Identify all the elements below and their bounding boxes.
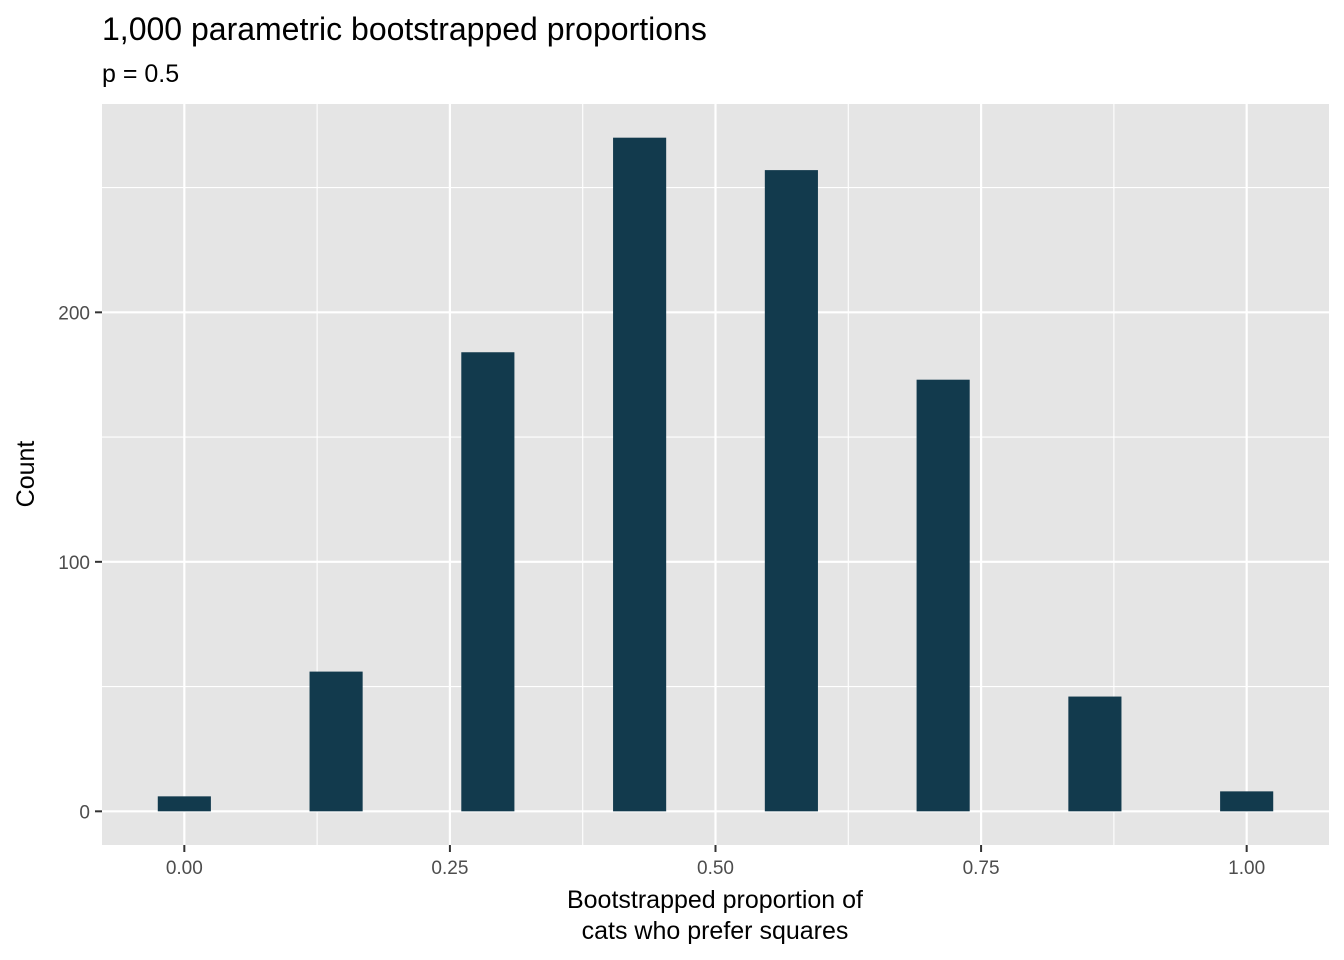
y-tick-label: 100 <box>58 553 90 574</box>
x-tick-label: 0.25 <box>431 858 468 879</box>
y-tick-label: 200 <box>58 303 90 324</box>
bar <box>613 137 667 812</box>
x-tick-label: 0.75 <box>963 858 1000 879</box>
x-axis-title-line-1: Bootstrapped proportion of <box>567 886 863 914</box>
bar <box>461 352 515 812</box>
x-axis-title-line-2: cats who prefer squares <box>582 917 849 945</box>
bar <box>1068 696 1122 812</box>
x-tick-label: 0.00 <box>166 858 203 879</box>
chart-subtitle: p = 0.5 <box>102 60 179 88</box>
bar <box>157 796 211 812</box>
bar <box>309 671 363 812</box>
bars <box>157 137 1274 812</box>
bar <box>916 379 970 812</box>
y-axis: 0 100 200 <box>58 303 102 823</box>
bar <box>1220 791 1274 812</box>
x-tick-label: 1.00 <box>1228 858 1265 879</box>
y-tick-label: 0 <box>79 802 90 823</box>
bar <box>764 170 818 812</box>
x-tick-label: 0.50 <box>697 858 734 879</box>
chart-title: 1,000 parametric bootstrapped proportion… <box>102 11 707 47</box>
x-axis: 0.00 0.25 0.50 0.75 1.00 <box>166 845 1265 879</box>
y-axis-title: Count <box>12 441 40 508</box>
grid-major <box>102 104 1329 845</box>
